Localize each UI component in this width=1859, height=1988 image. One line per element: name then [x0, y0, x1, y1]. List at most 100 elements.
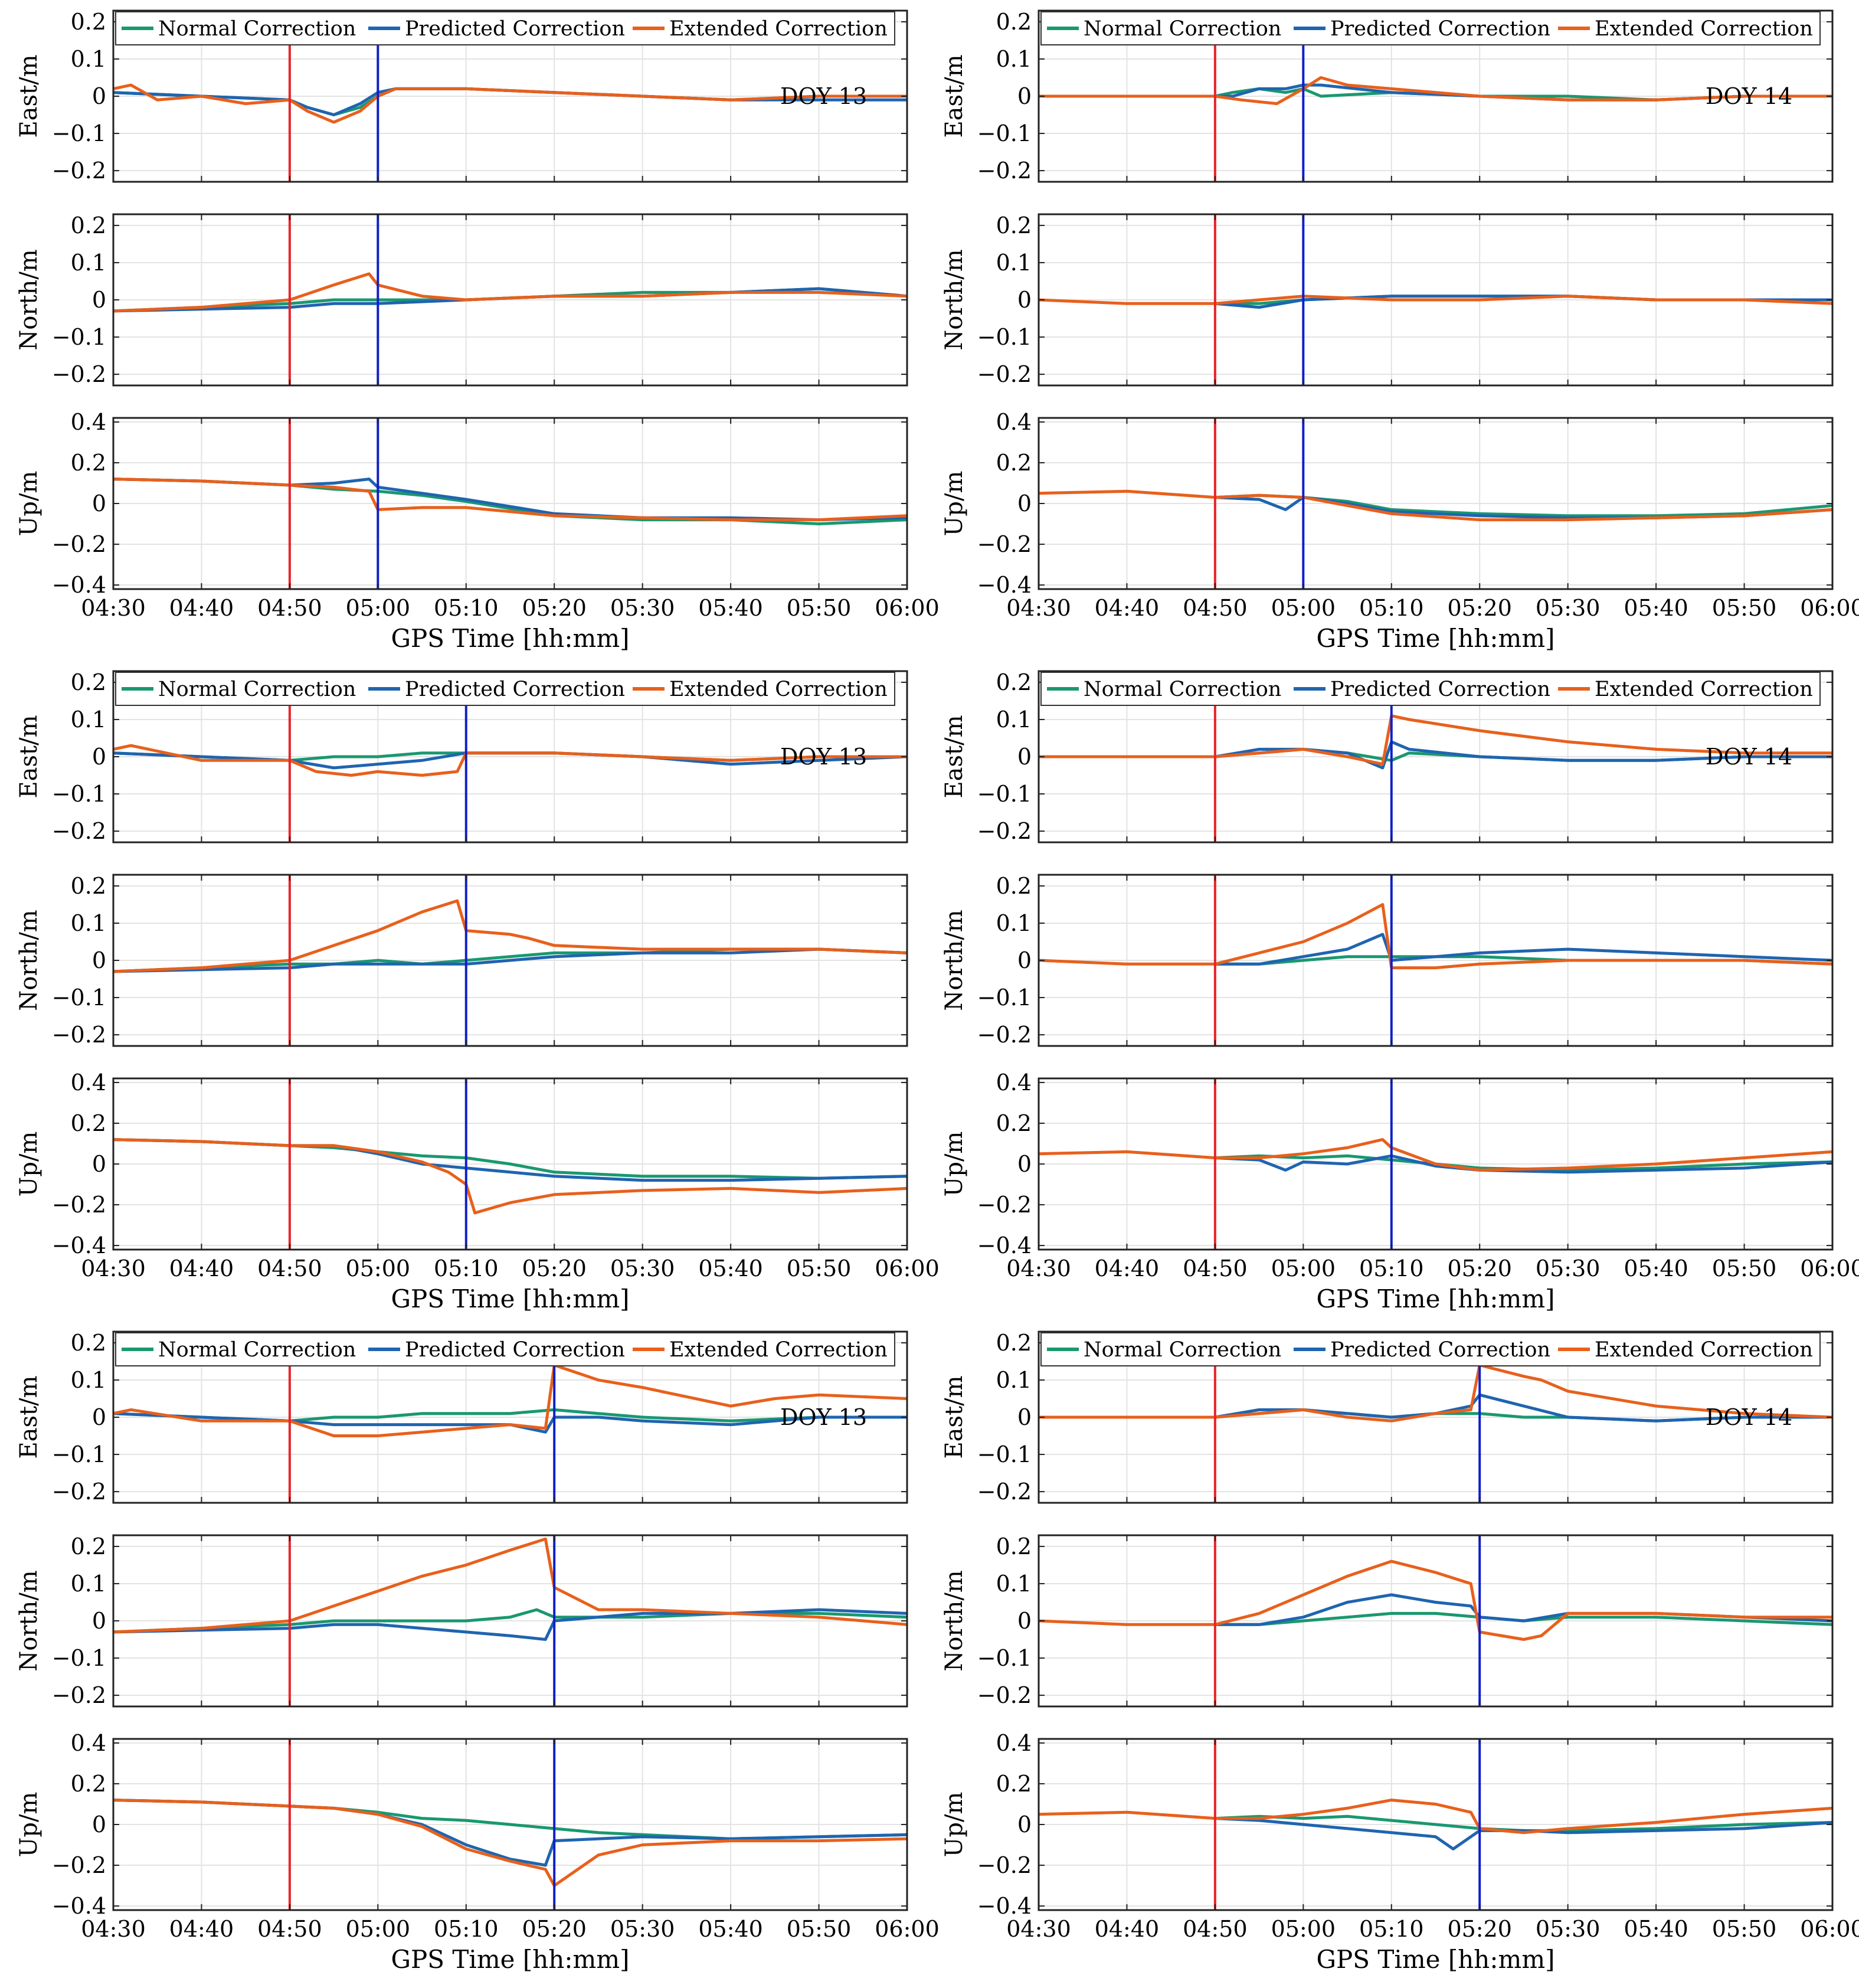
x-tick-label: 05:00 — [346, 1916, 411, 1942]
y-tick-label: 0.2 — [996, 1330, 1032, 1356]
y-tick-label: 0.2 — [71, 1330, 106, 1356]
x-tick-label: 05:20 — [1447, 1255, 1512, 1281]
series-group — [1039, 1559, 1832, 1641]
y-tick-label: −0.4 — [977, 1232, 1032, 1258]
y-tick-label: 0.2 — [71, 1533, 106, 1559]
subplot-east: −0.2 −0.1 0 0.1 0.2 East/m DOY 14 Normal Correc… — [941, 669, 1834, 844]
x-tick-label: 05:50 — [1712, 1916, 1777, 1942]
y-tick-label: 0.1 — [71, 910, 106, 936]
y-tick-label: 0 — [1017, 744, 1032, 770]
y-tick-label: 0.2 — [71, 9, 106, 35]
y-tick-label: 0 — [1017, 83, 1032, 109]
doy-label: DOY 13 — [780, 1404, 867, 1430]
x-tick-label: 05:40 — [698, 1916, 763, 1942]
y-tick-label: −0.1 — [977, 1645, 1032, 1671]
legend-label-normal: Normal Correction — [1084, 1338, 1281, 1362]
x-tick-label: 06:00 — [875, 1255, 940, 1281]
y-tick-label: 0.2 — [71, 1110, 106, 1136]
subplot-east: −0.2 −0.1 0 0.1 0.2 East/m DOY 13 Normal Correc… — [15, 1330, 908, 1505]
y-axis-label: East/m — [15, 1375, 42, 1459]
y-tick-label: 0 — [92, 1151, 106, 1177]
subplot-up: −0.4 −0.2 0 0.2 0.4 Up/m 04:30 04:40 04:50 05:00 0… — [941, 409, 1859, 653]
x-tick-label: 04:30 — [81, 1255, 146, 1281]
subplot-north: −0.2 −0.1 0 0.1 0.2 North/m — [15, 873, 908, 1048]
y-axis-label: Up/m — [15, 471, 42, 537]
y-tick-label: 0 — [1017, 947, 1032, 973]
legend-label-predicted: Predicted Correction — [405, 17, 625, 41]
y-tick-label: 0 — [92, 1812, 106, 1837]
legend-label-normal: Normal Correction — [158, 1338, 356, 1362]
doy-label: DOY 13 — [780, 83, 867, 109]
x-tick-label: 05:00 — [1271, 1255, 1336, 1281]
y-tick-label: 0.2 — [996, 1533, 1032, 1559]
legend-label-extended: Extended Correction — [669, 17, 888, 41]
x-tick-label: 05:20 — [522, 595, 587, 621]
y-axis-label: East/m — [941, 715, 968, 798]
y-tick-label: 0 — [92, 1608, 106, 1634]
y-axis-label: Up/m — [15, 1792, 42, 1858]
x-tick-label: 06:00 — [1800, 1255, 1859, 1281]
x-tick-label: 05:10 — [434, 595, 499, 621]
x-tick-label: 06:00 — [1800, 1916, 1859, 1942]
series-line-predicted — [1213, 933, 1832, 966]
y-tick-label: −0.1 — [52, 985, 106, 1011]
x-tick-label: 05:40 — [1624, 1916, 1688, 1942]
y-tick-label: 0 — [1017, 491, 1032, 516]
x-tick-label: 05:00 — [346, 595, 411, 621]
x-axis-label: GPS Time [hh:mm] — [391, 624, 629, 653]
y-axis-label: North/m — [941, 910, 968, 1011]
legend-label-predicted: Predicted Correction — [1330, 1338, 1550, 1362]
series-line-extended — [113, 744, 907, 777]
legend-label-normal: Normal Correction — [158, 17, 356, 41]
y-tick-label: 0.2 — [71, 212, 106, 238]
legend-box — [115, 11, 895, 45]
y-tick-label: 0 — [92, 947, 106, 973]
y-tick-label: 0.2 — [996, 669, 1032, 695]
legend-label-normal: Normal Correction — [158, 678, 356, 701]
series-group — [1039, 295, 1832, 309]
y-tick-label: 0.1 — [71, 1571, 106, 1597]
legend: Normal Correction Predicted Correction Ext… — [1040, 1332, 1821, 1366]
y-tick-label: 0.4 — [71, 1070, 106, 1096]
series-line-extended — [1039, 714, 1832, 766]
series-line-extended — [113, 83, 907, 124]
y-tick-label: 0.2 — [996, 873, 1032, 899]
x-tick-label: 05:10 — [434, 1255, 499, 1281]
y-tick-label: 0 — [1017, 1151, 1032, 1177]
y-tick-label: −0.2 — [52, 1192, 106, 1218]
legend-box — [1040, 1332, 1821, 1366]
x-tick-label: 05:50 — [787, 595, 852, 621]
x-tick-label: 05:40 — [1624, 1255, 1688, 1281]
y-tick-label: 0.2 — [71, 873, 106, 899]
series-line-normal — [113, 1408, 907, 1423]
subplot-north: −0.2 −0.1 0 0.1 0.2 North/m — [941, 873, 1834, 1048]
y-tick-label: −0.2 — [52, 1852, 106, 1878]
x-tick-label: 04:50 — [1183, 1916, 1248, 1942]
x-tick-label: 05:40 — [1624, 595, 1688, 621]
x-tick-label: 05:40 — [698, 1255, 763, 1281]
series-line-extended — [1039, 903, 1832, 970]
y-tick-label: −0.4 — [52, 1893, 106, 1919]
series-group — [113, 744, 907, 777]
x-tick-label: 05:10 — [1359, 1255, 1424, 1281]
subplot-east: −0.2 −0.1 0 0.1 0.2 East/m DOY 14 Normal Correc… — [941, 1330, 1834, 1505]
y-tick-label: −0.2 — [977, 1192, 1032, 1218]
y-tick-label: −0.2 — [52, 1022, 106, 1048]
y-tick-label: 0.1 — [996, 707, 1032, 733]
y-tick-label: −0.2 — [52, 531, 106, 557]
x-tick-label: 04:30 — [81, 1916, 146, 1942]
x-tick-label: 05:20 — [1447, 1916, 1512, 1942]
y-axis-label: Up/m — [15, 1132, 42, 1197]
x-tick-label: 04:40 — [1095, 1255, 1160, 1281]
y-tick-label: −0.2 — [977, 1682, 1032, 1708]
y-tick-label: 0 — [1017, 1608, 1032, 1634]
series-line-extended — [1039, 1138, 1832, 1172]
y-tick-label: −0.4 — [977, 1893, 1032, 1919]
y-tick-label: −0.2 — [977, 818, 1032, 844]
x-tick-label: 04:40 — [169, 595, 234, 621]
series-line-normal — [1213, 1814, 1832, 1832]
legend-label-extended: Extended Correction — [1595, 678, 1813, 701]
y-axis-label: East/m — [941, 54, 968, 138]
subplot-up: −0.4 −0.2 0 0.2 0.4 Up/m 04:30 04:40 04:50 05:00 0… — [15, 1730, 940, 1974]
